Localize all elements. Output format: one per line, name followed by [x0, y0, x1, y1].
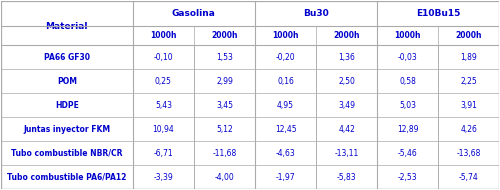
- Text: 1000h: 1000h: [394, 31, 421, 40]
- Text: Bu30: Bu30: [303, 9, 329, 18]
- Text: -5,74: -5,74: [459, 173, 478, 182]
- Text: 5,03: 5,03: [399, 101, 416, 110]
- Text: 1,89: 1,89: [460, 53, 477, 62]
- Bar: [133, 1, 255, 26]
- Text: 4,42: 4,42: [338, 125, 355, 134]
- Bar: [0, 1, 133, 45]
- Text: 2,25: 2,25: [460, 77, 477, 86]
- Text: -6,71: -6,71: [154, 149, 173, 158]
- Text: 2000h: 2000h: [211, 31, 238, 40]
- Text: -11,68: -11,68: [212, 149, 236, 158]
- Text: POM: POM: [57, 77, 77, 86]
- Text: 1,53: 1,53: [216, 53, 233, 62]
- Text: 1,36: 1,36: [338, 53, 355, 62]
- Text: 1000h: 1000h: [150, 31, 176, 40]
- Text: 2,99: 2,99: [216, 77, 233, 86]
- Text: -1,97: -1,97: [276, 173, 295, 182]
- Text: 4,95: 4,95: [277, 101, 294, 110]
- Text: -5,83: -5,83: [337, 173, 356, 182]
- Text: 5,43: 5,43: [155, 101, 172, 110]
- Text: 1000h: 1000h: [272, 31, 299, 40]
- Text: 3,91: 3,91: [460, 101, 477, 110]
- Text: -13,68: -13,68: [456, 149, 481, 158]
- Text: -4,00: -4,00: [214, 173, 234, 182]
- Text: -0,20: -0,20: [276, 53, 295, 62]
- Text: 3,45: 3,45: [216, 101, 233, 110]
- Text: 5,12: 5,12: [216, 125, 233, 134]
- Text: 0,25: 0,25: [155, 77, 172, 86]
- Text: 12,89: 12,89: [397, 125, 418, 134]
- Text: Tubo combustible NBR/CR: Tubo combustible NBR/CR: [11, 149, 122, 158]
- Text: 4,26: 4,26: [460, 125, 477, 134]
- Text: -2,53: -2,53: [398, 173, 417, 182]
- Text: 0,58: 0,58: [399, 77, 416, 86]
- Text: -0,03: -0,03: [398, 53, 417, 62]
- Text: Gasolina: Gasolina: [172, 9, 216, 18]
- Text: Tubo combustible PA6/PA12: Tubo combustible PA6/PA12: [7, 173, 126, 182]
- Text: Material: Material: [46, 22, 88, 31]
- Text: Juntas inyector FKM: Juntas inyector FKM: [23, 125, 110, 134]
- Text: PA66 GF30: PA66 GF30: [44, 53, 90, 62]
- Text: 3,49: 3,49: [338, 101, 355, 110]
- Text: HDPE: HDPE: [55, 101, 78, 110]
- Text: -13,11: -13,11: [334, 149, 358, 158]
- Text: E10Bu15: E10Bu15: [416, 9, 461, 18]
- Text: 2000h: 2000h: [456, 31, 482, 40]
- Bar: [377, 1, 500, 26]
- Text: 0,16: 0,16: [277, 77, 294, 86]
- Text: 2000h: 2000h: [334, 31, 360, 40]
- Text: 12,45: 12,45: [274, 125, 296, 134]
- Text: 2,50: 2,50: [338, 77, 355, 86]
- Text: -3,39: -3,39: [154, 173, 173, 182]
- Bar: [255, 1, 377, 26]
- Text: 10,94: 10,94: [152, 125, 174, 134]
- Text: -0,10: -0,10: [154, 53, 173, 62]
- Text: -4,63: -4,63: [276, 149, 295, 158]
- Text: -5,46: -5,46: [398, 149, 417, 158]
